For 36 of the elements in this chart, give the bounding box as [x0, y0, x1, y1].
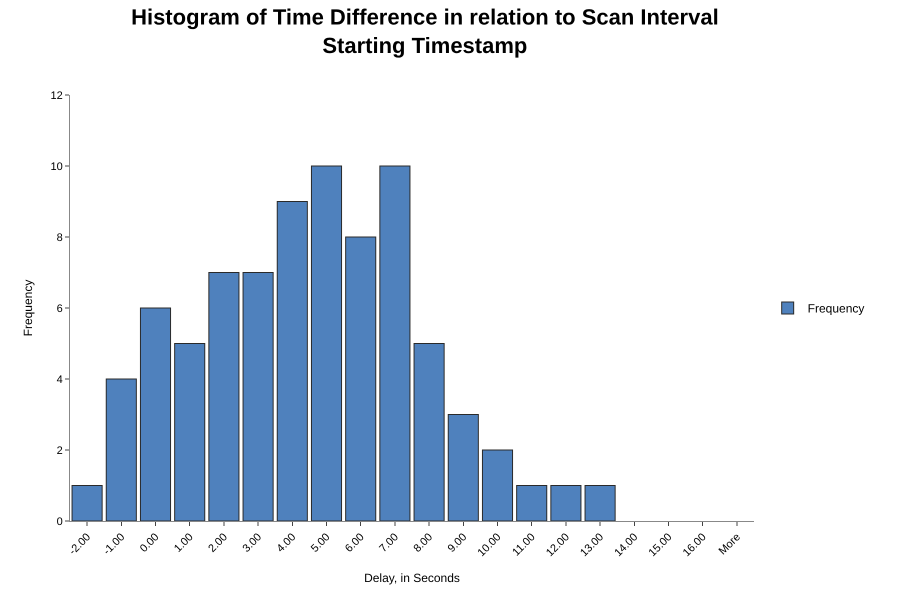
bar — [584, 485, 616, 521]
x-axis-title: Delay, in Seconds — [364, 571, 460, 586]
x-tick-label: 9.00 — [446, 531, 470, 555]
chart-title: Histogram of Time Difference in relation to Scan Interval Starting Timestamp — [131, 4, 719, 58]
y-tick-label: 0 — [56, 516, 63, 528]
bar — [516, 485, 548, 521]
x-tick-label: 1.00 — [172, 531, 196, 555]
bar — [310, 166, 342, 521]
bar — [174, 343, 206, 521]
y-tick-label: 4 — [56, 374, 63, 386]
bar — [140, 308, 172, 521]
bar — [72, 485, 103, 521]
bar — [482, 450, 514, 521]
y-tick-label: 6 — [56, 302, 63, 315]
bar — [106, 378, 137, 521]
x-tick-label: 3.00 — [240, 531, 264, 555]
y-tick-label: 2 — [56, 444, 63, 457]
x-tick-label: 0.00 — [138, 531, 162, 555]
bar — [345, 236, 376, 521]
y-tick-label: 8 — [56, 232, 63, 244]
y-axis-title: Frequency — [20, 280, 35, 336]
bar — [414, 343, 445, 521]
x-tick-label: 7.00 — [377, 531, 401, 555]
x-tick-label: 8.00 — [411, 531, 436, 555]
y-tick-label: 10 — [50, 160, 63, 173]
x-tick-label: 5.00 — [308, 531, 333, 555]
bar — [276, 201, 308, 521]
bar — [379, 166, 410, 521]
legend-label: Frequency — [808, 302, 864, 316]
bar — [550, 485, 582, 521]
y-tick-label: 12 — [50, 90, 63, 102]
x-tick-label: 6.00 — [343, 531, 367, 555]
bar — [242, 272, 274, 521]
bar — [208, 272, 240, 521]
bar — [448, 414, 479, 521]
x-tick-label: 4.00 — [274, 531, 298, 555]
